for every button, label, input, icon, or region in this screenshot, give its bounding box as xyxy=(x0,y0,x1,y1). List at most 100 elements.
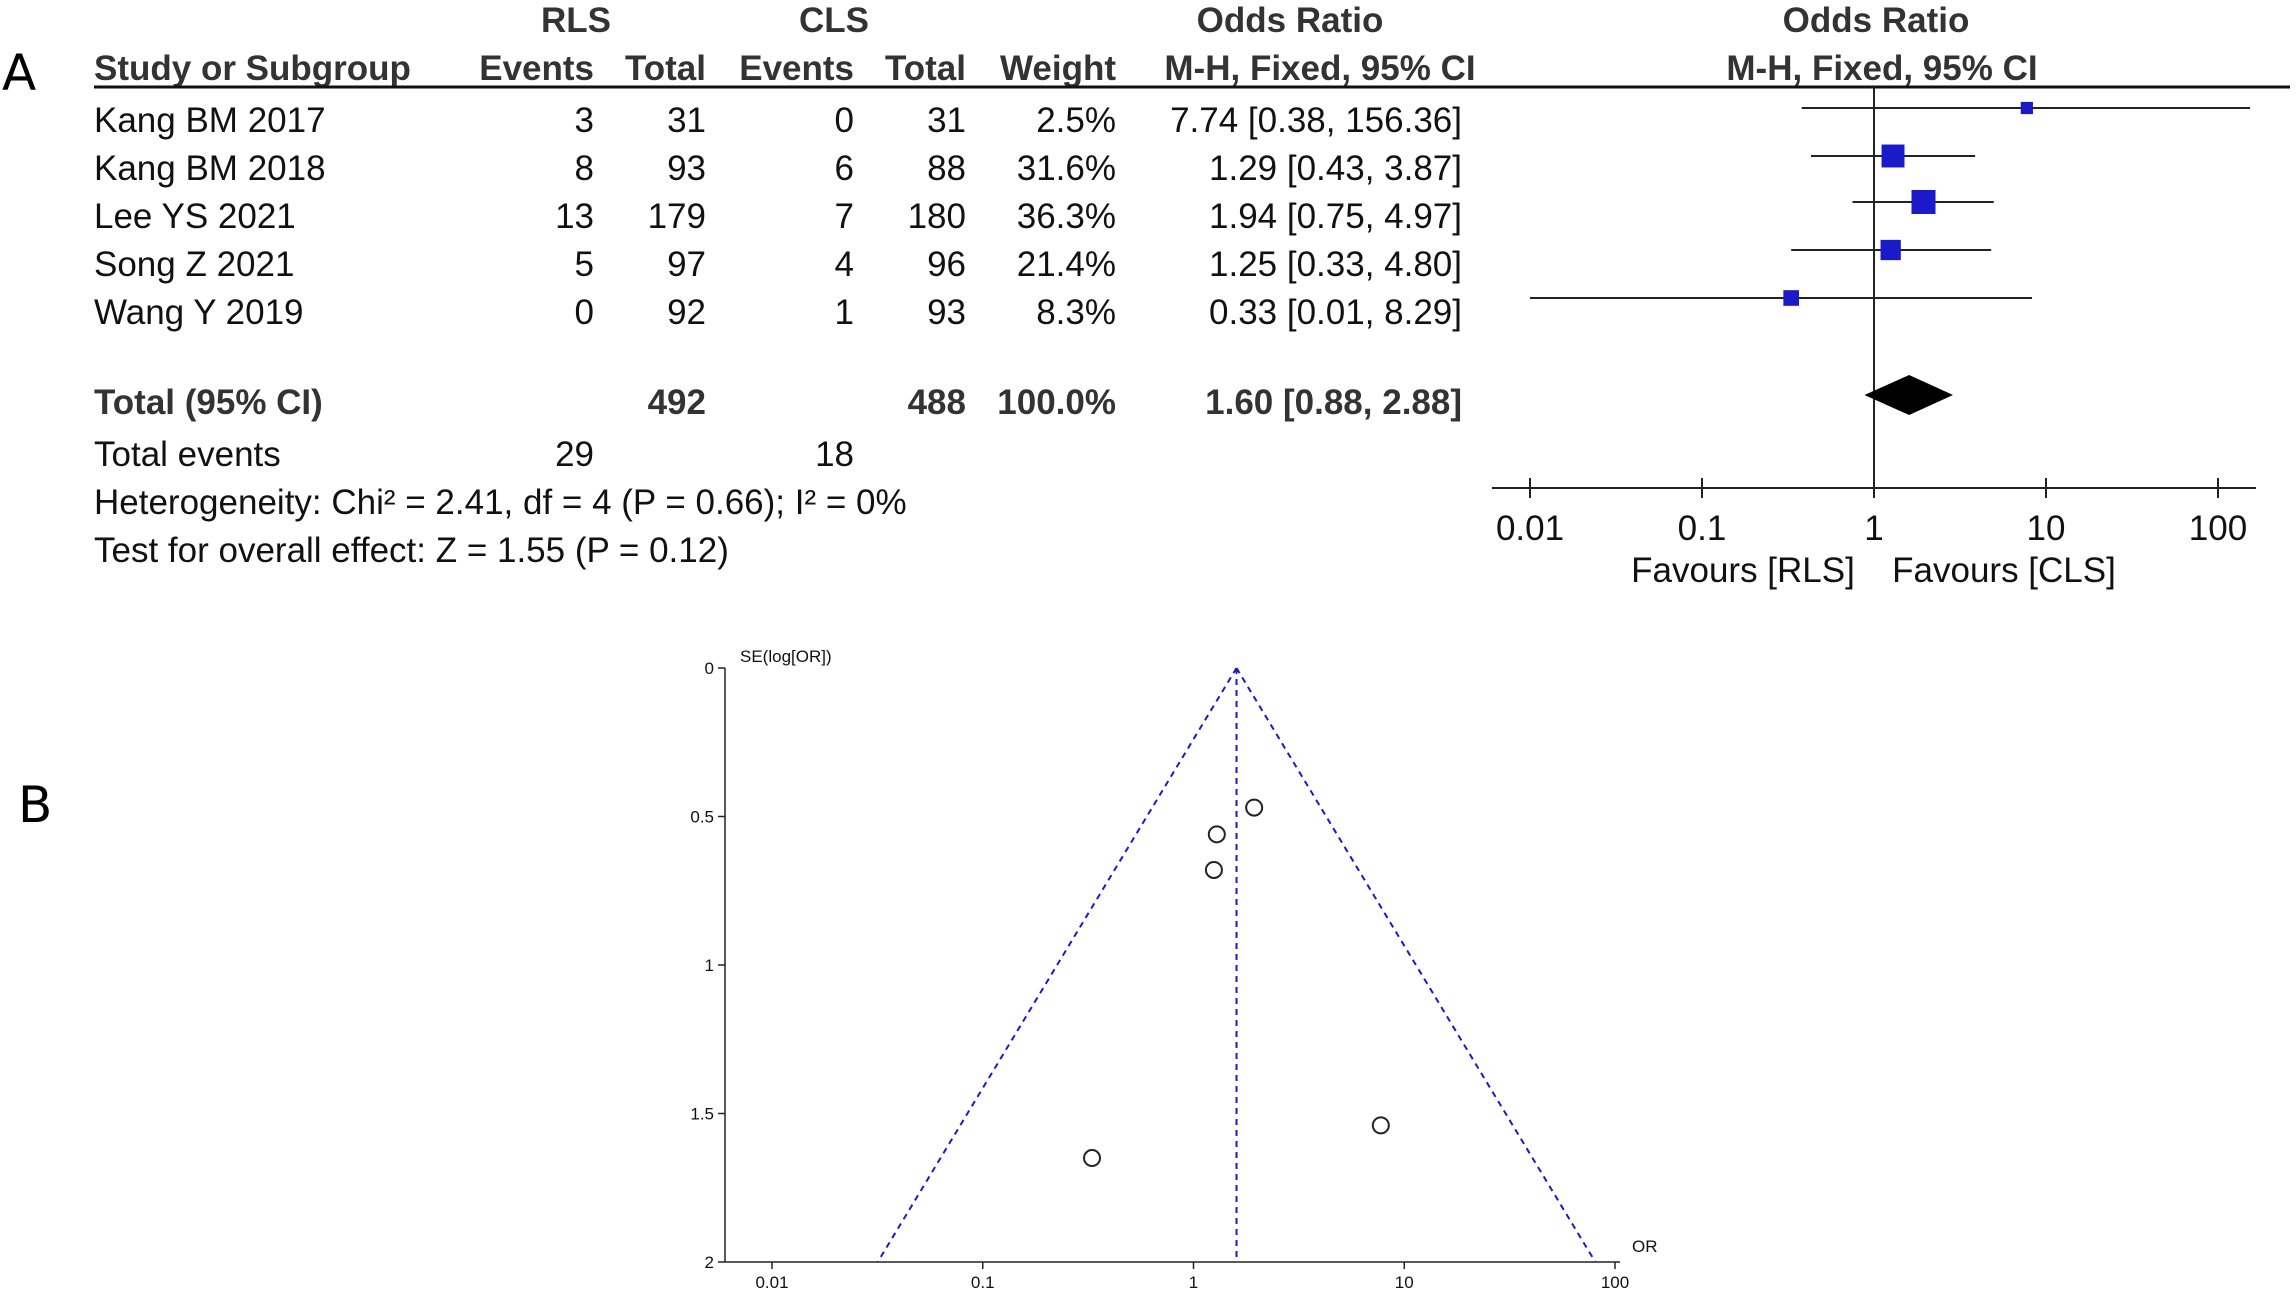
rls-events: 0 xyxy=(575,293,594,332)
total-or-ci: 1.60 [0.88, 2.88] xyxy=(1205,383,1462,422)
x-tick-label: 1 xyxy=(1189,1273,1198,1292)
forest-marks xyxy=(1530,101,2250,415)
study-name: Kang BM 2017 xyxy=(94,101,326,140)
or-ci: 1.94 [0.75, 4.97] xyxy=(1209,197,1462,236)
cls-total: 88 xyxy=(927,149,966,188)
rls-total: 93 xyxy=(667,149,706,188)
col-weight: Weight xyxy=(1000,49,1116,88)
forest-plot: RLS CLS Odds Ratio Odds Ratio Study or S… xyxy=(94,1,2290,590)
x-axis-ticks: 0.01 0.1 1 10 100 xyxy=(1496,478,2247,548)
y-axis-ticks: 0 0.5 1 1.5 2 xyxy=(690,659,725,1272)
study-point xyxy=(1371,1116,1390,1135)
weight: 31.6% xyxy=(1017,149,1116,188)
study-point xyxy=(1207,825,1226,844)
effect-square xyxy=(2020,101,2033,115)
x-tick-label: 0.1 xyxy=(1678,509,1727,548)
cls-events: 1 xyxy=(835,293,854,332)
effect-square xyxy=(1783,290,1800,306)
header-rls: RLS xyxy=(541,1,611,40)
rls-events: 13 xyxy=(555,197,594,236)
panel-label-b: B xyxy=(18,776,53,834)
x-tick-label: 100 xyxy=(2189,509,2247,548)
cls-total: 180 xyxy=(908,197,966,236)
cls-events: 7 xyxy=(835,197,854,236)
total-row: Total (95% CI) 492 488 100.0% 1.60 [0.88… xyxy=(94,383,1462,422)
study-row: Lee YS 2021 13 179 7 180 36.3% 1.94 [0.7… xyxy=(94,197,1462,236)
cls-total: 31 xyxy=(927,101,966,140)
overall-effect-text: Test for overall effect: Z = 1.55 (P = 0… xyxy=(94,531,729,570)
funnel-points xyxy=(1083,798,1390,1168)
y-tick-label: 0.5 xyxy=(690,808,714,827)
x-tick-label: 1 xyxy=(1864,509,1883,548)
total-rls: 492 xyxy=(648,383,706,422)
rls-total: 97 xyxy=(667,245,706,284)
study-name: Kang BM 2018 xyxy=(94,149,326,188)
heterogeneity-text: Heterogeneity: Chi² = 2.41, df = 4 (P = … xyxy=(94,483,907,522)
cls-events: 0 xyxy=(835,101,854,140)
weight: 21.4% xyxy=(1017,245,1116,284)
rls-total: 179 xyxy=(648,197,706,236)
y-axis-label: SE(log[OR]) xyxy=(740,647,832,666)
weight: 36.3% xyxy=(1017,197,1116,236)
total-events-row: Total events 29 18 xyxy=(94,435,854,474)
total-events-label: Total events xyxy=(94,435,281,474)
total-cls: 488 xyxy=(908,383,966,422)
rls-total: 31 xyxy=(667,101,706,140)
study-row: Wang Y 2019 0 92 1 93 8.3% 0.33 [0.01, 8… xyxy=(94,293,1462,332)
total-weight: 100.0% xyxy=(997,383,1116,422)
total-label: Total (95% CI) xyxy=(94,383,323,422)
col-or-method-plot: M-H, Fixed, 95% CI xyxy=(1726,49,2037,88)
favours-right-label: Favours [CLS] xyxy=(1892,551,2116,590)
x-tick-label: 0.01 xyxy=(1496,509,1564,548)
rls-events: 3 xyxy=(575,101,594,140)
col-rls-events: Events xyxy=(479,49,594,88)
col-rls-total: Total xyxy=(625,49,706,88)
x-tick-label: 10 xyxy=(1395,1273,1414,1292)
total-events-rls: 29 xyxy=(555,435,594,474)
total-events-cls: 18 xyxy=(815,435,854,474)
x-tick-label: 0.1 xyxy=(971,1273,995,1292)
study-point xyxy=(1245,798,1264,817)
effect-square xyxy=(1880,239,1901,261)
cls-total: 93 xyxy=(927,293,966,332)
pooled-diamond xyxy=(1864,375,1954,415)
panel-label-a: A xyxy=(2,44,37,102)
effect-square xyxy=(1881,144,1905,168)
weight: 8.3% xyxy=(1036,293,1116,332)
rls-events: 5 xyxy=(575,245,594,284)
weight: 2.5% xyxy=(1036,101,1116,140)
or-ci: 7.74 [0.38, 156.36] xyxy=(1170,101,1462,140)
rls-total: 92 xyxy=(667,293,706,332)
x-tick-label: 100 xyxy=(1601,1273,1629,1292)
cls-events: 6 xyxy=(835,149,854,188)
y-tick-label: 0 xyxy=(705,659,714,678)
header-cls: CLS xyxy=(799,1,869,40)
x-axis-ticks: 0.01 0.1 1 10 100 xyxy=(755,1262,1629,1292)
forest-plot-area: 0.01 0.1 1 10 100 Favours [RLS] Favours [CLS… xyxy=(1492,87,2256,590)
col-cls-events: Events xyxy=(739,49,854,88)
study-point xyxy=(1083,1149,1102,1168)
study-name: Wang Y 2019 xyxy=(94,293,304,332)
study-name: Lee YS 2021 xyxy=(94,197,296,236)
study-row: Kang BM 2017 3 31 0 31 2.5% 7.74 [0.38, … xyxy=(94,101,1462,140)
or-ci: 0.33 [0.01, 8.29] xyxy=(1209,293,1462,332)
x-axis-label: OR xyxy=(1632,1237,1658,1256)
header-odds-ratio-table: Odds Ratio xyxy=(1197,1,1384,40)
or-ci: 1.25 [0.33, 4.80] xyxy=(1209,245,1462,284)
cls-total: 96 xyxy=(927,245,966,284)
or-ci: 1.29 [0.43, 3.87] xyxy=(1209,149,1462,188)
study-row: Kang BM 2018 8 93 6 88 31.6% 1.29 [0.43,… xyxy=(94,149,1462,188)
study-name: Song Z 2021 xyxy=(94,245,294,284)
favours-left-label: Favours [RLS] xyxy=(1631,551,1855,590)
funnel-lines xyxy=(876,667,1597,1263)
funnel-right-boundary xyxy=(1235,667,1597,1263)
col-or-method-table: M-H, Fixed, 95% CI xyxy=(1164,49,1475,88)
study-point xyxy=(1204,860,1223,879)
funnel-left-boundary xyxy=(876,667,1238,1263)
col-study: Study or Subgroup xyxy=(94,49,411,88)
y-tick-label: 2 xyxy=(705,1253,714,1272)
x-tick-label: 10 xyxy=(2027,509,2066,548)
header-odds-ratio-plot: Odds Ratio xyxy=(1783,1,1970,40)
rls-events: 8 xyxy=(575,149,594,188)
col-cls-total: Total xyxy=(885,49,966,88)
